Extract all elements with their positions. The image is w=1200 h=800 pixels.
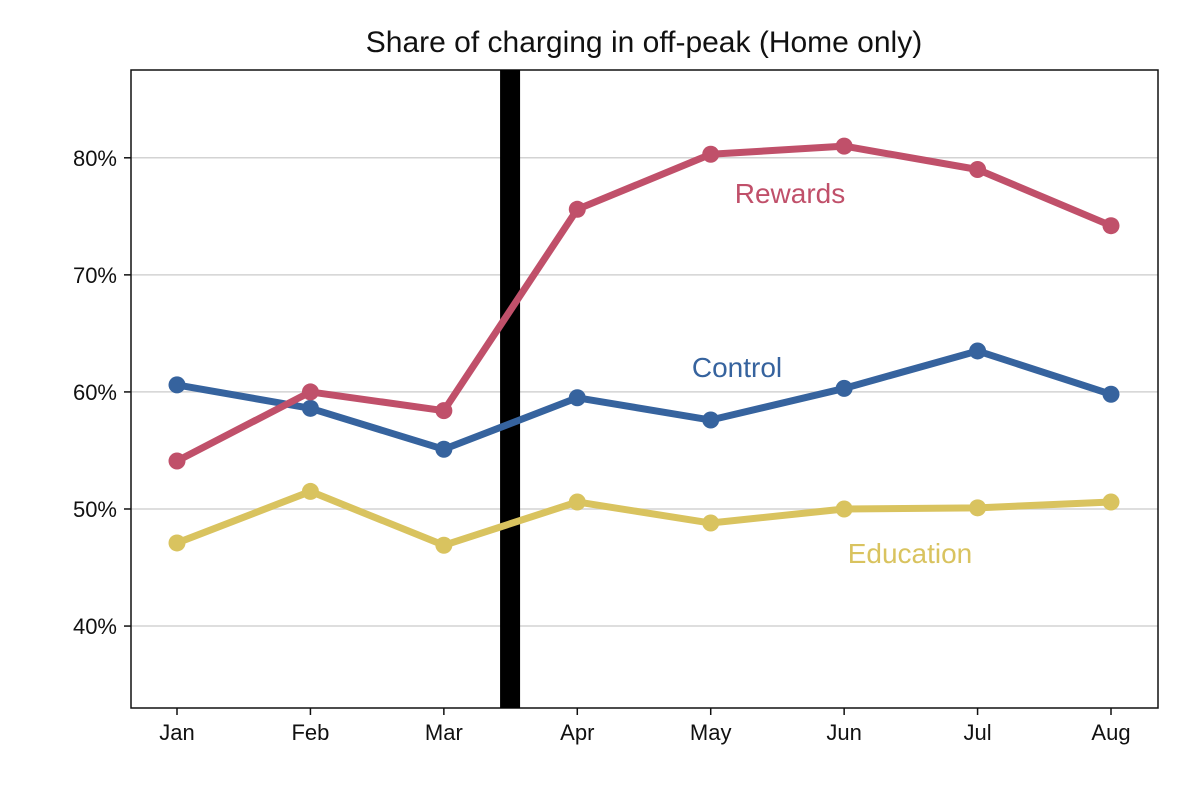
- point-education-jun: [835, 500, 853, 518]
- x-tick-label-jun: Jun: [826, 720, 861, 745]
- point-education-may: [702, 514, 720, 532]
- point-control-jul: [969, 342, 987, 360]
- y-tick-label-70: 70%: [73, 263, 117, 288]
- point-control-mar: [435, 440, 453, 458]
- event-marker-bar: [500, 70, 521, 708]
- series-label-control: Control: [692, 352, 782, 383]
- grid-lines: [131, 157, 1158, 627]
- chart-title: Share of charging in off-peak (Home only…: [366, 26, 922, 59]
- point-rewards-may: [702, 145, 720, 163]
- x-tick-label-jan: Jan: [159, 720, 194, 745]
- point-control-jun: [835, 379, 853, 397]
- x-tick-label-apr: Apr: [560, 720, 594, 745]
- point-rewards-aug: [1102, 217, 1120, 235]
- point-education-feb: [301, 482, 319, 500]
- point-rewards-apr: [568, 200, 586, 218]
- point-control-feb: [301, 399, 319, 417]
- point-education-jul: [969, 499, 987, 517]
- series-label-rewards: Rewards: [735, 178, 845, 209]
- series-line-rewards: [173, 142, 1115, 465]
- x-tick-label-feb: Feb: [291, 720, 329, 745]
- point-education-apr: [568, 493, 586, 511]
- point-rewards-feb: [301, 383, 319, 401]
- point-control-may: [702, 411, 720, 429]
- point-education-aug: [1102, 493, 1120, 511]
- y-tick-label-50: 50%: [73, 497, 117, 522]
- point-rewards-jan: [168, 452, 186, 470]
- point-control-apr: [568, 389, 586, 407]
- point-rewards-mar: [435, 402, 453, 420]
- x-tick-label-may: May: [690, 720, 732, 745]
- series-control: [168, 342, 1120, 458]
- point-control-aug: [1102, 385, 1120, 403]
- x-tick-label-mar: Mar: [425, 720, 463, 745]
- series-education: [168, 482, 1120, 554]
- series-line-education: [173, 487, 1115, 549]
- y-tick-label-40: 40%: [73, 614, 117, 639]
- point-rewards-jun: [835, 137, 853, 155]
- y-tick-label-60: 60%: [73, 380, 117, 405]
- point-education-mar: [435, 536, 453, 554]
- event-marker: [500, 70, 521, 708]
- axes: 40% 50% 60% 70% 80% Jan Feb Mar Apr May Jun Jul Aug: [73, 69, 1159, 745]
- series-rewards: [168, 137, 1120, 470]
- point-education-jan: [168, 534, 186, 552]
- series-label-education: Education: [848, 538, 973, 569]
- plot-frame: [130, 69, 1159, 709]
- point-rewards-jul: [969, 161, 987, 179]
- series-labels: Rewards Control Education: [692, 178, 972, 569]
- point-control-jan: [168, 376, 186, 394]
- y-tick-label-80: 80%: [73, 146, 117, 171]
- x-tick-label-aug: Aug: [1091, 720, 1130, 745]
- series-group: [168, 137, 1120, 554]
- x-tick-label-jul: Jul: [964, 720, 992, 745]
- series-line-control: [173, 347, 1115, 453]
